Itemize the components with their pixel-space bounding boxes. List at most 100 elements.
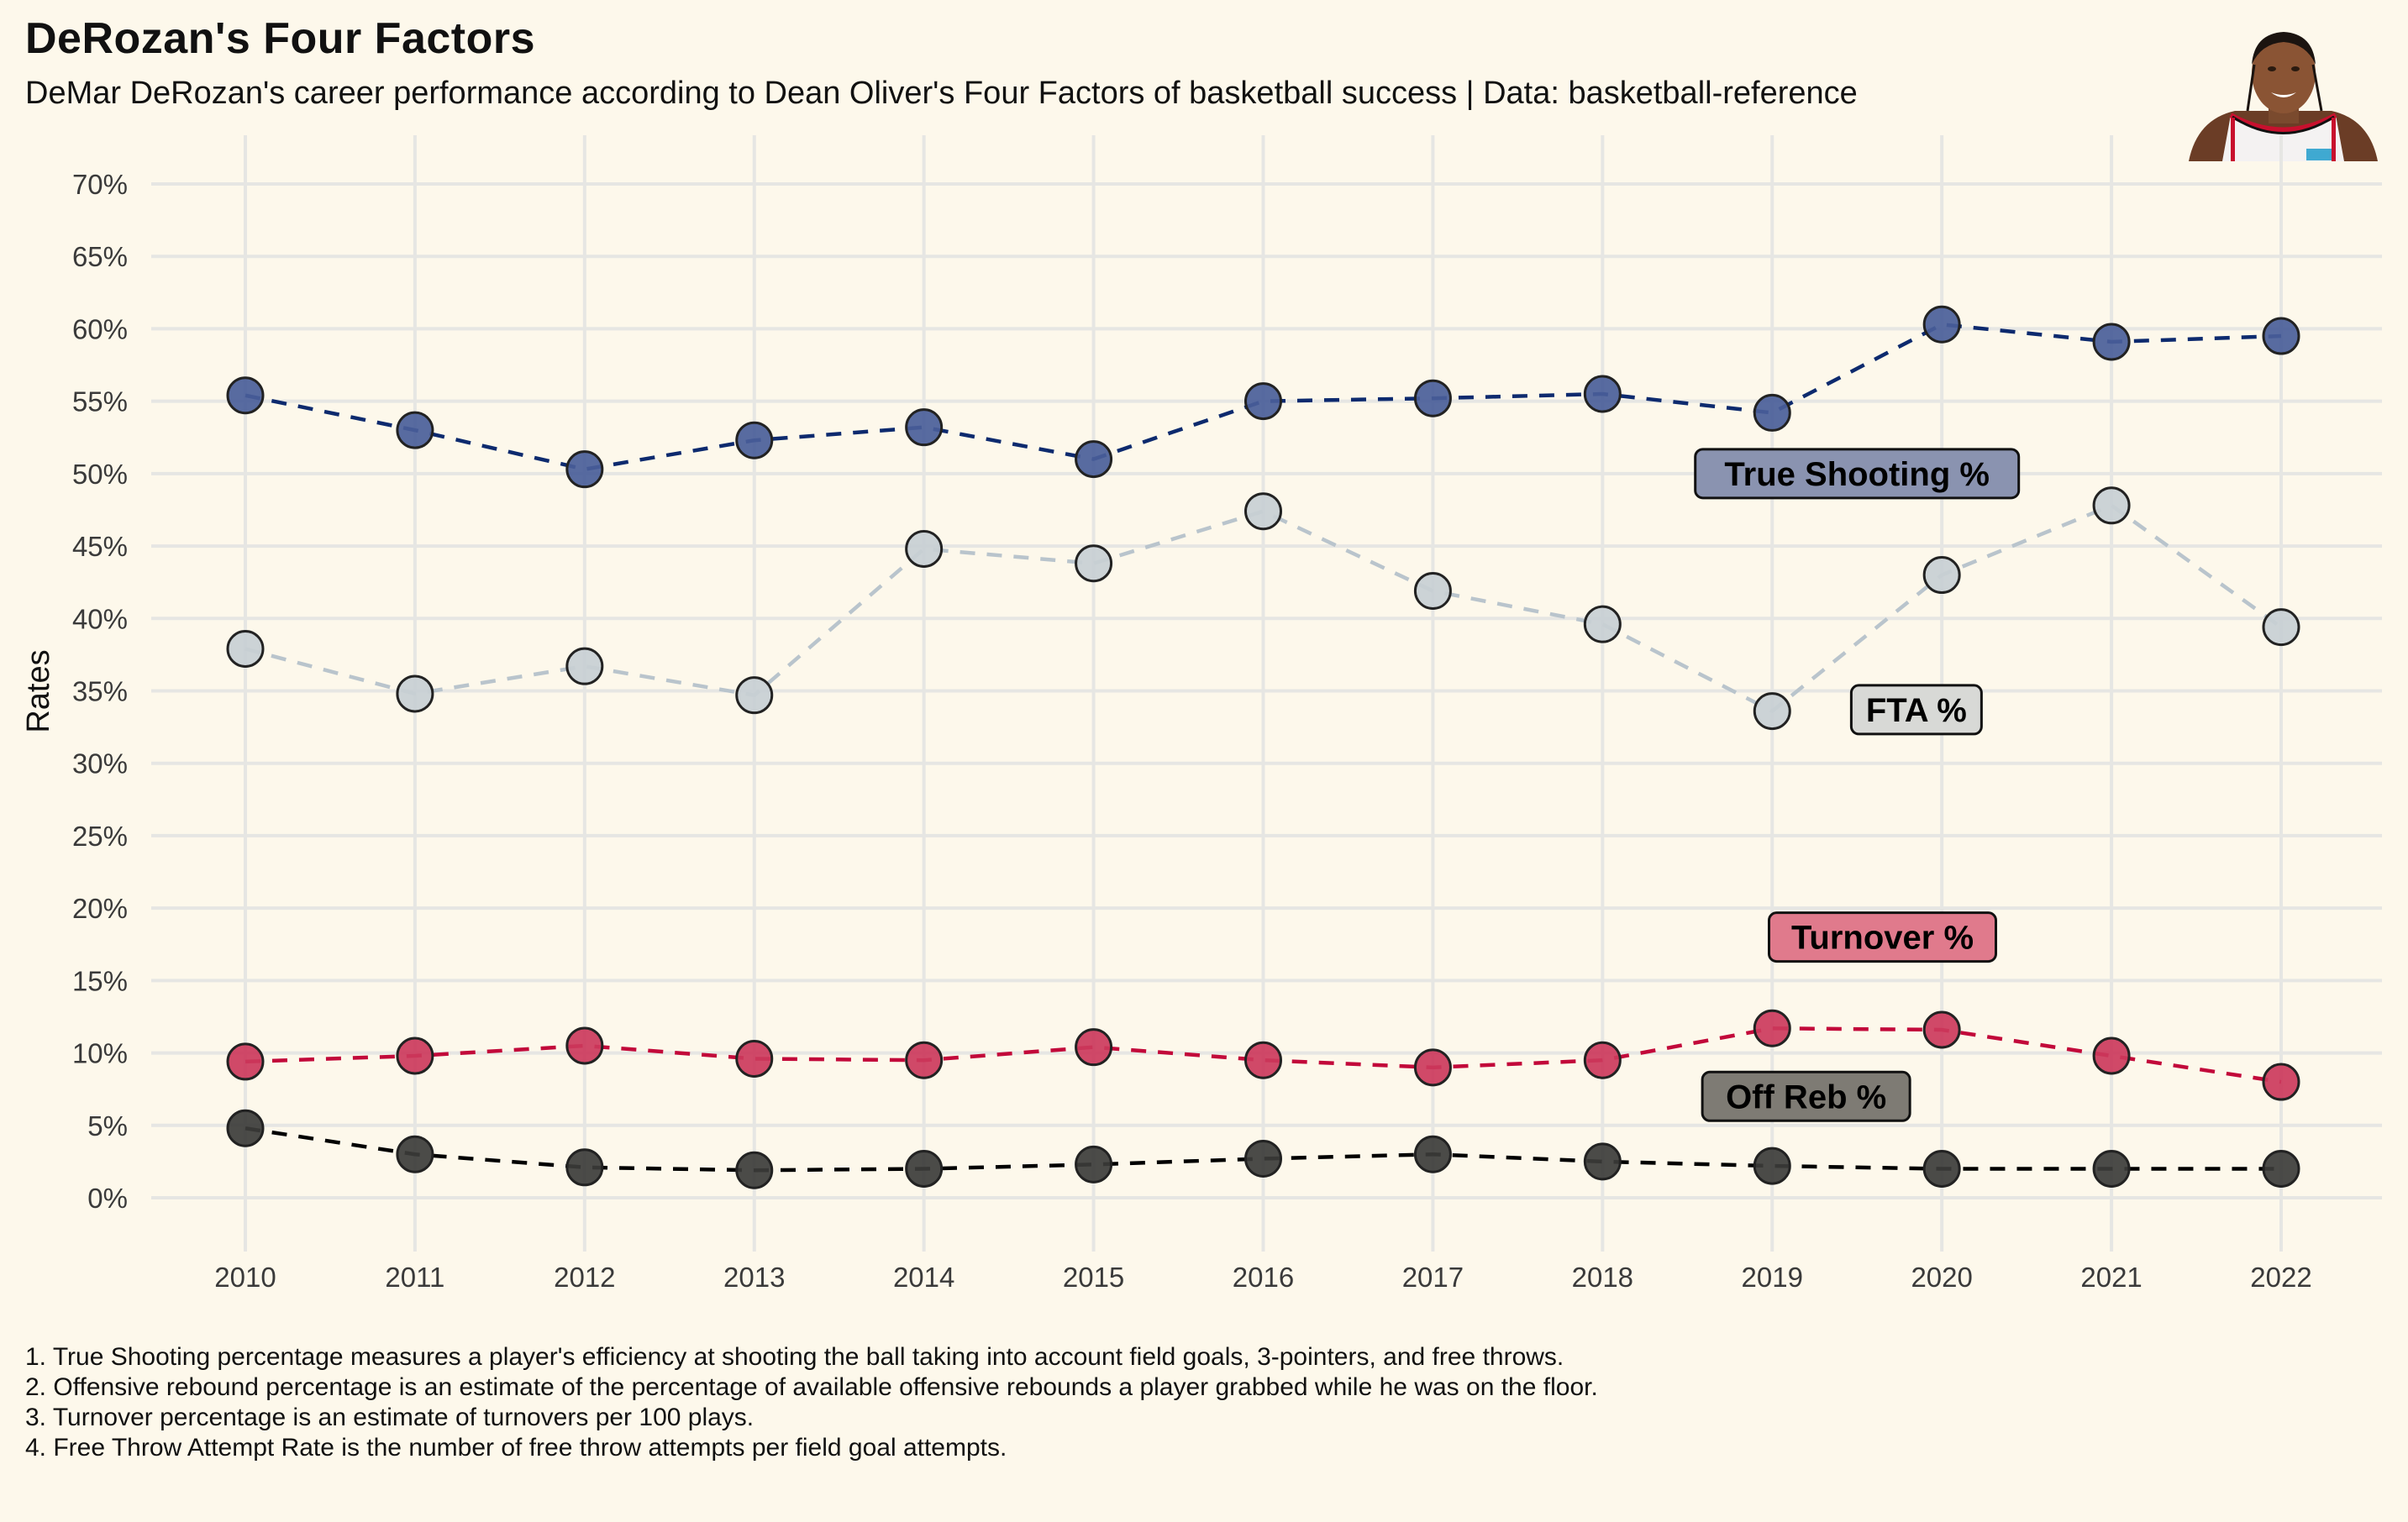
data-point <box>905 1041 944 1079</box>
x-tick-label: 2020 <box>1911 1262 1972 1293</box>
y-axis-ticks: 0% 5% 10% 15% 20% 25% 30% 35% 40% 45% 50% 55% 60% 65%… <box>72 169 128 1214</box>
y-tick-label: 50% <box>72 459 128 490</box>
y-tick-label: 35% <box>72 676 128 707</box>
data-point <box>565 647 604 685</box>
x-tick-label: 2014 <box>893 1262 954 1293</box>
data-point <box>905 1150 944 1189</box>
data-point <box>1413 572 1452 611</box>
x-tick-label: 2010 <box>214 1262 276 1293</box>
series-label-box <box>1701 1070 1911 1122</box>
x-tick-label: 2015 <box>1063 1262 1124 1293</box>
y-tick-label: 30% <box>72 748 128 779</box>
series-labels: True Shooting % FTA % Turnover % Off Reb % <box>1694 448 2021 1122</box>
data-point <box>1413 1048 1452 1087</box>
series-label: True Shooting % <box>1694 448 2021 500</box>
x-tick-label: 2017 <box>1402 1262 1464 1293</box>
x-axis-ticks: 2010 2011 2012 2013 2014 2015 2016 2017 2018 2019… <box>214 1262 2311 1293</box>
data-point <box>2262 1150 2300 1189</box>
data-point <box>2262 1063 2300 1101</box>
data-point <box>1244 492 1282 531</box>
data-point <box>1075 1028 1113 1067</box>
data-point <box>396 411 434 449</box>
data-point <box>1583 1142 1622 1181</box>
series-label-box <box>1767 911 1997 963</box>
footnote: 2. Offensive rebound percentage is an es… <box>25 1373 1598 1401</box>
y-tick-label: 10% <box>72 1038 128 1069</box>
series-label-text: Off Reb % <box>1726 1079 1886 1115</box>
footnote: 3. Turnover percentage is an estimate of… <box>25 1404 754 1431</box>
x-tick-label: 2012 <box>554 1262 615 1293</box>
data-point <box>1413 1135 1452 1173</box>
series-label: FTA % <box>1849 684 1983 736</box>
data-point <box>565 1026 604 1065</box>
y-tick-label: 45% <box>72 531 128 562</box>
series-turnover <box>226 1009 2300 1101</box>
series-label-box <box>1849 684 1983 736</box>
data-point <box>735 1151 774 1189</box>
data-point <box>2092 323 2131 361</box>
data-point <box>226 1109 265 1147</box>
x-tick-label: 2013 <box>723 1262 785 1293</box>
y-tick-label: 40% <box>72 603 128 634</box>
series-label-box <box>1694 448 2021 500</box>
series-label-text: FTA % <box>1866 692 1967 729</box>
data-point <box>1244 1041 1282 1079</box>
x-tick-label: 2022 <box>2250 1262 2311 1293</box>
series-off-reb <box>226 1109 2300 1189</box>
series-label-text: Turnover % <box>1791 920 1974 957</box>
data-point <box>1075 1145 1113 1183</box>
y-tick-label: 15% <box>72 965 128 996</box>
y-tick-label: 65% <box>72 241 128 272</box>
data-point <box>735 676 774 715</box>
data-point <box>2092 1037 2131 1075</box>
data-point <box>396 1135 434 1173</box>
data-point <box>1753 393 1791 432</box>
data-point <box>1075 544 1113 583</box>
data-point <box>1075 440 1113 479</box>
data-point <box>2092 1150 2131 1189</box>
data-point <box>396 674 434 713</box>
x-tick-label: 2016 <box>1233 1262 1294 1293</box>
data-point <box>735 421 774 459</box>
chart-title: DeRozan's Four Factors <box>25 14 536 63</box>
series-label: Turnover % <box>1767 911 1997 963</box>
data-point <box>565 1148 604 1187</box>
data-point <box>1922 1010 1961 1049</box>
series-label-text: True Shooting % <box>1724 456 1990 493</box>
data-point <box>1753 1147 1791 1185</box>
data-point <box>2262 317 2300 355</box>
grid <box>151 135 2382 1252</box>
x-tick-label: 2011 <box>385 1262 444 1293</box>
data-point <box>1413 379 1452 417</box>
data-point <box>1753 1009 1791 1047</box>
y-axis-label: Rates <box>21 649 56 732</box>
data-point <box>1583 1041 1622 1079</box>
x-tick-label: 2018 <box>1572 1262 1633 1293</box>
y-tick-label: 60% <box>72 313 128 344</box>
data-point <box>1753 692 1791 731</box>
data-point <box>735 1039 774 1078</box>
footnotes: 1. True Shooting percentage measures a p… <box>25 1342 1598 1463</box>
data-point <box>226 376 265 415</box>
data-point <box>1922 556 1961 595</box>
data-point <box>905 408 944 447</box>
player-headshot <box>2189 32 2378 161</box>
x-tick-label: 2019 <box>1742 1262 1803 1293</box>
data-point <box>565 450 604 489</box>
data-point <box>1244 1139 1282 1178</box>
y-tick-label: 55% <box>72 386 128 417</box>
footnote: 4. Free Throw Attempt Rate is the number… <box>25 1434 1007 1462</box>
y-tick-label: 5% <box>87 1110 128 1142</box>
data-point <box>396 1037 434 1075</box>
y-tick-label: 70% <box>72 169 128 200</box>
series-fta <box>226 486 2300 731</box>
data-point <box>2262 608 2300 647</box>
series-true-shooting <box>226 305 2300 489</box>
chart-subtitle: DeMar DeRozan's career performance accor… <box>25 76 1858 111</box>
data-point <box>226 629 265 668</box>
data-point <box>1583 605 1622 643</box>
data-point <box>905 530 944 569</box>
data-point <box>1922 1150 1961 1189</box>
y-tick-label: 0% <box>87 1183 128 1214</box>
